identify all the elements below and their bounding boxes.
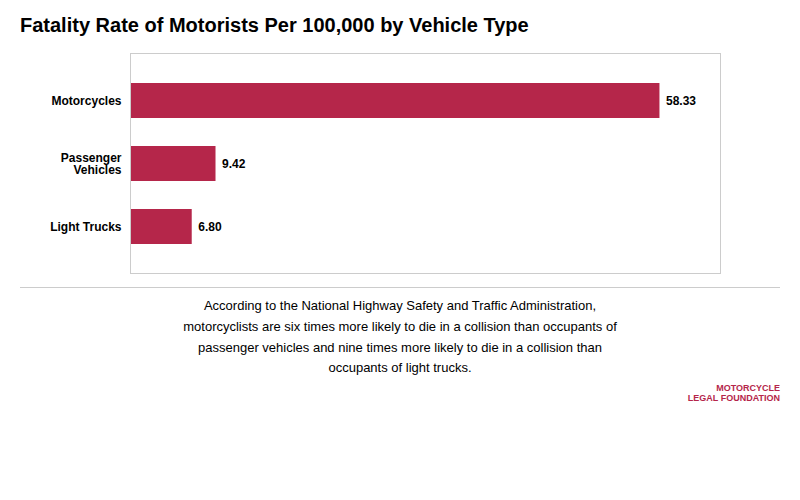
svg-text:9.42: 9.42 <box>222 157 246 171</box>
svg-text:6.80: 6.80 <box>198 220 222 234</box>
svg-text:Light Trucks: Light Trucks <box>50 220 122 234</box>
html-text:According to the National High: According to the National Highway Safety… <box>183 298 617 376</box>
html-text:Fatality Rate of Motorists Per: Fatality Rate of Motorists Per 100,000 b… <box>20 14 529 36</box>
svg-text:58.33: 58.33 <box>666 94 696 108</box>
html-text:MOTORCYCLE LEGAL FOUNDATION: MOTORCYCLE LEGAL FOUNDATION <box>687 383 780 404</box>
svg-text:PassengerVehicles: PassengerVehicles <box>61 151 122 177</box>
svg-text:Motorcycles: Motorcycles <box>51 94 121 108</box>
